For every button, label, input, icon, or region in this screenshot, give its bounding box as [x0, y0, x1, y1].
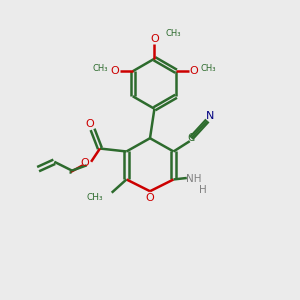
Text: O: O [146, 193, 154, 203]
Text: CH₃: CH₃ [166, 29, 181, 38]
Text: CH₃: CH₃ [201, 64, 216, 74]
Text: O: O [189, 66, 198, 76]
Text: O: O [80, 158, 89, 168]
Text: O: O [150, 34, 159, 44]
Text: O: O [111, 66, 119, 76]
Text: CH₃: CH₃ [86, 194, 103, 202]
Text: C: C [188, 133, 195, 143]
Text: NH: NH [186, 174, 202, 184]
Text: N: N [206, 111, 214, 121]
Text: CH₃: CH₃ [93, 64, 108, 74]
Text: O: O [85, 119, 94, 129]
Text: H: H [199, 185, 207, 195]
